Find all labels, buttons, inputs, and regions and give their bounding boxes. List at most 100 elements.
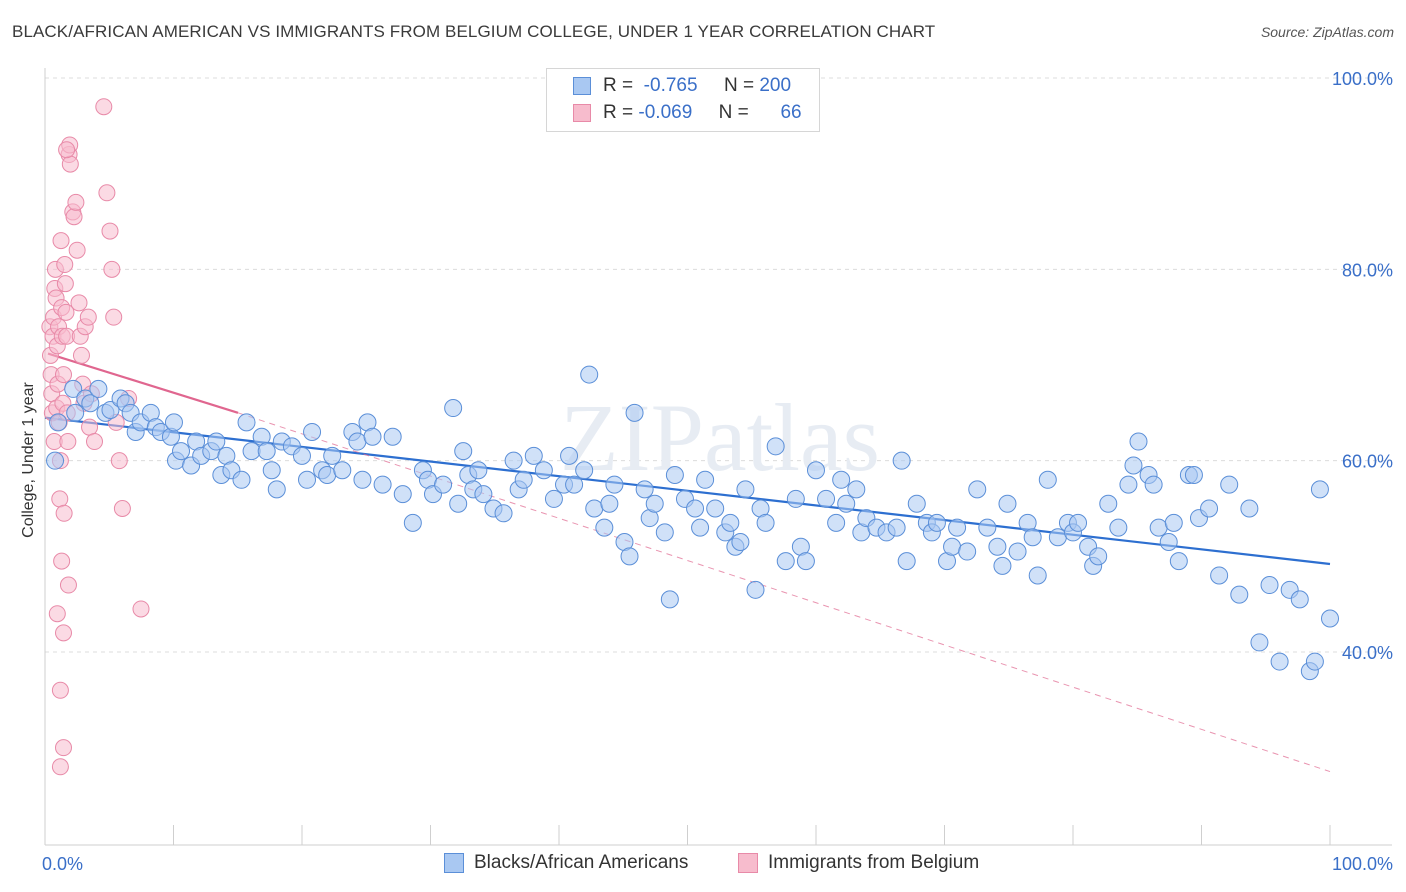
point-belgium xyxy=(105,308,123,326)
point-black xyxy=(832,470,851,489)
point-belgium xyxy=(95,98,113,116)
point-black xyxy=(948,518,967,537)
point-black xyxy=(1310,480,1329,499)
point-belgium xyxy=(65,208,83,226)
point-black xyxy=(998,494,1017,513)
watermark: ZIPatlas xyxy=(560,384,880,491)
point-black xyxy=(721,513,740,532)
point-black xyxy=(731,532,750,551)
point-black xyxy=(1169,552,1188,571)
point-black xyxy=(1200,499,1219,518)
point-black xyxy=(262,461,281,480)
point-black xyxy=(1270,652,1289,671)
point-belgium xyxy=(110,452,128,470)
point-black xyxy=(494,504,513,523)
point-black xyxy=(514,470,533,489)
point-black xyxy=(660,590,679,609)
point-black xyxy=(756,513,775,532)
y-axis-label: College, Under 1 year xyxy=(20,382,37,538)
point-black xyxy=(1144,475,1163,494)
point-black xyxy=(897,552,916,571)
legend-n-label: N = xyxy=(718,102,749,123)
legend-r-value: -0.765 xyxy=(643,75,698,96)
point-belgium xyxy=(98,184,116,202)
point-black xyxy=(806,461,825,480)
point-belgium xyxy=(113,500,131,517)
point-black xyxy=(1109,518,1128,537)
point-black xyxy=(257,442,276,461)
point-black xyxy=(1129,432,1148,451)
point-black xyxy=(1089,547,1108,566)
tick-labels: 40.0% 60.0% 80.0% 100.0% 0.0% 100.0% xyxy=(42,69,1393,874)
point-black xyxy=(943,537,962,556)
legend-n-value: 200 xyxy=(759,75,792,96)
point-black xyxy=(101,400,120,419)
legend-n-value: 66 xyxy=(780,102,802,123)
legend-row-belgium: R = -0.069 N = 66 xyxy=(573,100,802,126)
point-belgium xyxy=(48,605,66,623)
point-black xyxy=(560,446,579,465)
point-belgium xyxy=(55,366,72,384)
point-belgium xyxy=(52,232,70,250)
point-black xyxy=(907,494,926,513)
point-black xyxy=(993,556,1012,575)
point-black xyxy=(474,485,493,504)
x-tick-label: 0.0% xyxy=(42,854,83,874)
point-black xyxy=(1240,499,1259,518)
point-black xyxy=(444,399,463,418)
point-belgium xyxy=(72,346,90,364)
point-black xyxy=(827,513,846,532)
point-black xyxy=(958,542,977,561)
point-belgium xyxy=(55,739,72,757)
point-black xyxy=(383,427,402,446)
bottom-legend-belgium: Immigrants from Belgium xyxy=(738,852,979,874)
gridlines xyxy=(45,77,1392,653)
point-belgium xyxy=(132,600,150,618)
point-belgium xyxy=(67,193,85,211)
point-black xyxy=(1210,566,1229,585)
point-black xyxy=(1230,585,1249,604)
point-black xyxy=(469,461,488,480)
point-black xyxy=(1038,470,1057,489)
point-black xyxy=(434,475,453,494)
point-black xyxy=(625,403,644,422)
legend-r-label: R = xyxy=(603,75,634,96)
point-belgium xyxy=(57,303,75,321)
legend-swatch-pink xyxy=(573,104,591,122)
point-black xyxy=(242,442,261,461)
point-black xyxy=(64,379,83,398)
point-black xyxy=(585,499,604,518)
point-black xyxy=(927,513,946,532)
point-belgium xyxy=(81,418,99,436)
point-black xyxy=(237,413,256,432)
y-tick-label: 40.0% xyxy=(1342,643,1393,663)
point-black xyxy=(766,437,785,456)
point-black xyxy=(207,432,226,451)
point-belgium xyxy=(58,141,76,159)
bottom-legend-label: Blacks/African Americans xyxy=(474,852,689,873)
point-black xyxy=(1028,566,1047,585)
bottom-legend-swatch-blue xyxy=(444,853,464,873)
point-black xyxy=(353,470,372,489)
point-black xyxy=(267,480,286,499)
point-black xyxy=(988,537,1007,556)
point-black xyxy=(595,518,614,537)
point-black xyxy=(454,442,473,461)
legend-n-label: N = xyxy=(723,75,755,96)
point-black xyxy=(1305,652,1324,671)
point-black xyxy=(575,461,594,480)
point-black xyxy=(887,518,906,537)
point-black xyxy=(164,413,183,432)
point-belgium xyxy=(55,504,73,522)
point-black xyxy=(298,470,317,489)
point-black xyxy=(696,470,715,489)
point-black xyxy=(665,466,684,485)
series-black-points xyxy=(46,365,1339,681)
point-black xyxy=(534,461,553,480)
point-black xyxy=(817,489,836,508)
legend-row-black: R = -0.765 N = 200 xyxy=(573,73,791,99)
point-black xyxy=(1099,494,1118,513)
point-black xyxy=(1124,456,1143,475)
point-belgium xyxy=(56,256,74,274)
point-black xyxy=(600,494,619,513)
